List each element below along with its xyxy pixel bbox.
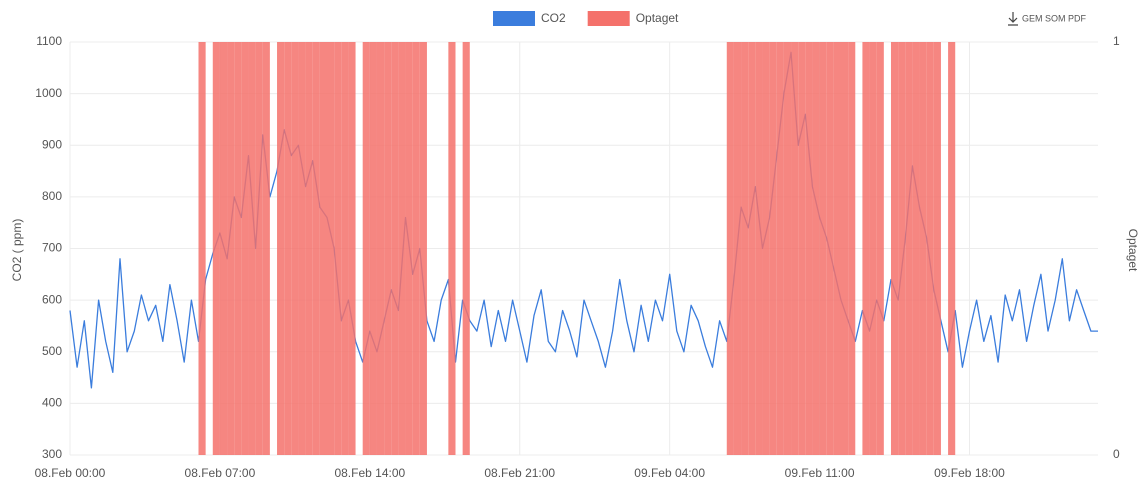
occupied-band	[726, 42, 734, 455]
occupied-band	[419, 42, 427, 455]
occupied-band	[348, 42, 356, 455]
x-tick-label: 08.Feb 14:00	[334, 466, 405, 480]
occupied-band	[334, 42, 342, 455]
occupied-band	[869, 42, 877, 455]
occupied-band	[327, 42, 335, 455]
occupied-band	[748, 42, 756, 455]
y-tick-label: 800	[42, 189, 62, 203]
occupied-band	[841, 42, 849, 455]
x-tick-label: 08.Feb 07:00	[185, 466, 256, 480]
download-label: GEM SOM PDF	[1022, 13, 1087, 23]
y-tick-label: 1000	[35, 86, 62, 100]
occupied-band	[376, 42, 385, 455]
occupied-band	[905, 42, 913, 455]
occupied-band	[284, 42, 292, 455]
occupied-band	[898, 42, 906, 455]
legend-swatch	[587, 11, 630, 26]
occupied-band	[369, 42, 377, 455]
occupied-band	[448, 42, 456, 455]
occupied-band	[733, 42, 742, 455]
y-tick-label: 500	[42, 344, 62, 358]
y-axis-title: CO2 ( ppm)	[10, 219, 24, 282]
occupied-band	[848, 42, 856, 455]
occupied-band	[926, 42, 934, 455]
occupied-band	[919, 42, 927, 455]
occupied-band	[219, 42, 228, 455]
occupied-band	[890, 42, 899, 455]
occupied-band	[762, 42, 770, 455]
occupied-band	[312, 42, 320, 455]
y2-tick-label: 1	[1113, 34, 1120, 48]
occupied-band	[776, 42, 784, 455]
y-tick-label: 900	[42, 137, 62, 151]
occupied-band	[833, 42, 841, 455]
y-tick-label: 600	[42, 292, 62, 306]
y-tick-label: 400	[42, 396, 62, 410]
y2-tick-label: 0	[1113, 447, 1120, 461]
occupied-band	[391, 42, 399, 455]
occupied-band	[241, 42, 249, 455]
x-tick-label: 09.Feb 11:00	[785, 466, 855, 480]
occupied-band	[262, 42, 270, 455]
occupied-band	[912, 42, 920, 455]
x-tick-label: 08.Feb 00:00	[35, 466, 106, 480]
occupied-band	[255, 42, 263, 455]
occupied-band	[234, 42, 242, 455]
legend-label: CO2	[541, 11, 566, 25]
x-tick-label: 09.Feb 18:00	[934, 466, 1005, 480]
occupied-band	[319, 42, 327, 455]
occupied-band	[948, 42, 956, 455]
occupied-band	[362, 42, 370, 455]
occupied-band	[198, 42, 206, 455]
occupied-band	[769, 42, 777, 455]
legend-swatch	[493, 11, 535, 26]
occupied-band	[862, 42, 870, 455]
x-tick-label: 09.Feb 04:00	[634, 466, 705, 480]
y-tick-label: 700	[42, 241, 62, 255]
occupied-band	[405, 42, 413, 455]
occupied-band	[298, 42, 306, 455]
legend-item: CO2	[493, 11, 566, 26]
occupied-band	[741, 42, 749, 455]
download-button[interactable]: GEM SOM PDF	[1008, 12, 1087, 26]
occupied-band	[798, 42, 806, 455]
occupied-band	[876, 42, 884, 455]
occupied-band	[791, 42, 799, 455]
y-tick-label: 1100	[36, 34, 62, 48]
occupied-band	[227, 42, 235, 455]
occupied-band	[248, 42, 256, 455]
y2-axis-title: Optaget	[1126, 229, 1140, 272]
x-tick-label: 08.Feb 21:00	[484, 466, 555, 480]
occupied-band	[212, 42, 220, 455]
occupied-band	[412, 42, 420, 455]
occupied-band	[755, 42, 763, 455]
occupied-band	[783, 42, 792, 455]
occupied-band	[812, 42, 820, 455]
legend-label: Optaget	[636, 11, 679, 25]
occupied-band	[384, 42, 392, 455]
occupied-band	[933, 42, 941, 455]
occupied-band	[305, 42, 313, 455]
download-icon	[1008, 12, 1018, 26]
y-tick-label: 300	[42, 447, 62, 461]
occupied-band	[826, 42, 834, 455]
occupied-band	[805, 42, 813, 455]
occupied-band	[398, 42, 406, 455]
occupied-band	[277, 42, 285, 455]
occupied-band	[291, 42, 299, 455]
occupied-band	[819, 42, 827, 455]
occupied-band	[462, 42, 470, 455]
legend-item: Optaget	[587, 11, 679, 26]
occupied-band	[341, 42, 349, 455]
